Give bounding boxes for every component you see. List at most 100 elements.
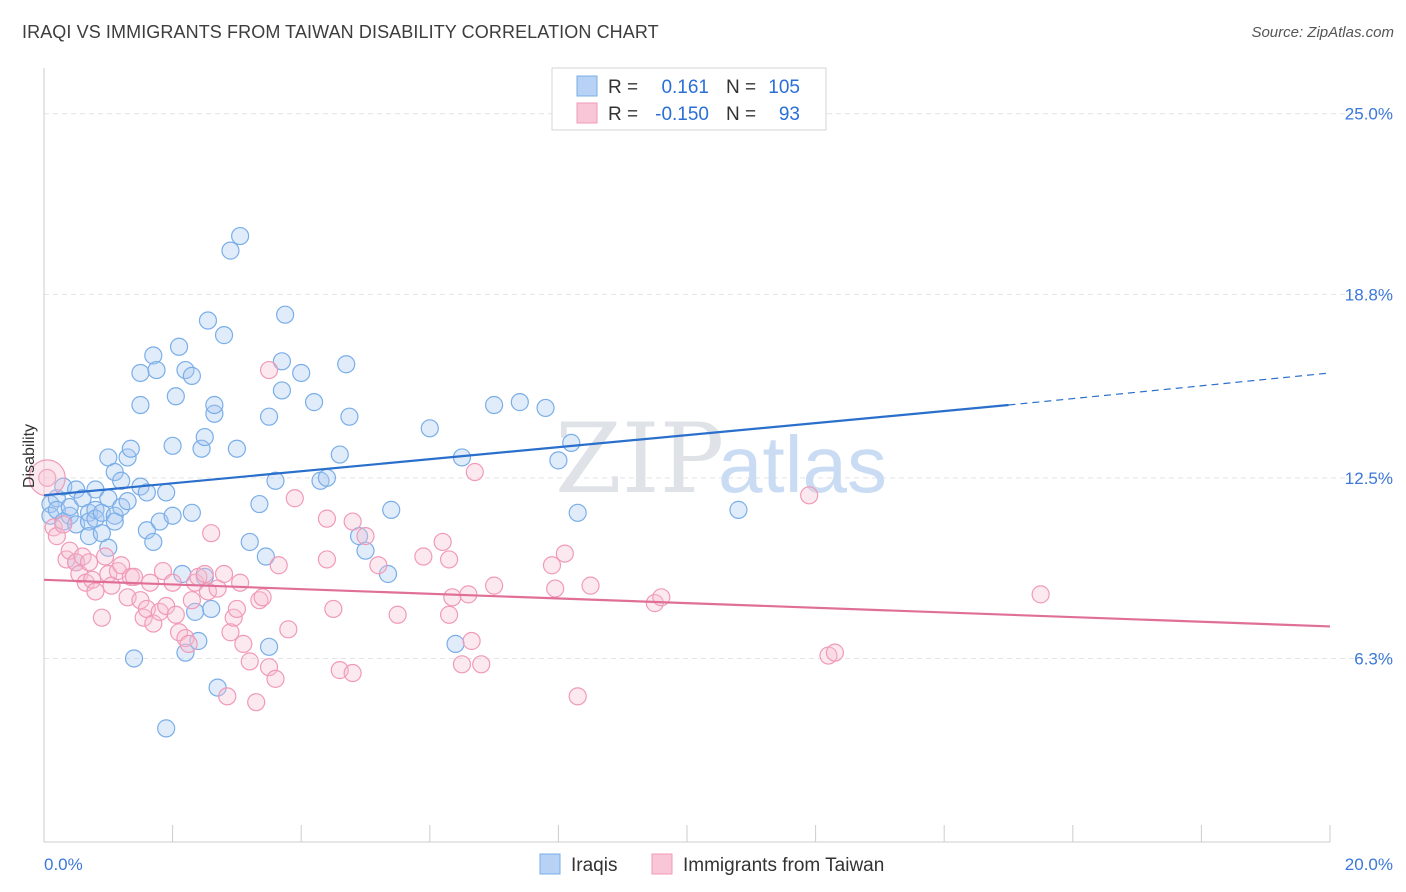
- stats-legend-swatch-iraqis: [576, 75, 598, 97]
- watermark: ZIP atlas: [555, 403, 887, 515]
- point-taiwan: [86, 582, 105, 601]
- point-taiwan: [79, 553, 99, 572]
- point-taiwan: [546, 579, 565, 598]
- point-taiwan: [317, 509, 337, 528]
- point-iraqis: [330, 445, 349, 464]
- point-taiwan: [259, 658, 279, 677]
- point-taiwan: [195, 564, 214, 584]
- point-iraqis: [205, 395, 224, 415]
- point-iraqis: [137, 521, 156, 540]
- stats-legend-n-label-iraqis: N =: [726, 77, 756, 98]
- point-iraqis: [231, 226, 250, 246]
- point-taiwan: [388, 605, 407, 624]
- point-iraqis: [240, 532, 259, 552]
- stats-legend-n-value-taiwan: 93: [779, 104, 800, 125]
- point-iraqis: [166, 387, 185, 406]
- point-taiwan: [452, 655, 472, 674]
- point-taiwan: [124, 567, 144, 586]
- y-tick-label: 6.3%: [1354, 649, 1393, 668]
- x-tick-label: 0.0%: [44, 855, 83, 874]
- point-iraqis: [568, 503, 587, 522]
- point-taiwan: [800, 486, 819, 505]
- point-iraqis: [266, 471, 285, 490]
- point-iraqis: [131, 395, 150, 415]
- trend-line-iraqis: [43, 403, 1009, 497]
- bottom-legend-swatch-iraqis: [539, 853, 561, 875]
- point-iraqis: [182, 366, 201, 385]
- point-taiwan: [285, 489, 304, 508]
- point-iraqis: [485, 395, 504, 415]
- point-taiwan: [218, 687, 237, 706]
- point-taiwan: [153, 561, 173, 581]
- point-taiwan: [231, 573, 250, 592]
- point-taiwan: [266, 669, 285, 688]
- x-tick-label: 20.0%: [1345, 855, 1393, 874]
- stats-legend-r-label-taiwan: R =: [608, 104, 638, 125]
- point-iraqis: [157, 483, 176, 502]
- point-taiwan: [92, 608, 111, 627]
- point-taiwan: [439, 550, 459, 569]
- point-taiwan: [176, 628, 195, 648]
- point-taiwan: [83, 570, 102, 589]
- point-taiwan: [112, 556, 131, 575]
- point-iraqis: [118, 492, 137, 511]
- point-iraqis: [317, 468, 337, 487]
- point-iraqis: [256, 547, 275, 566]
- point-iraqis: [221, 241, 240, 260]
- point-iraqis: [124, 649, 144, 668]
- point-iraqis: [147, 360, 166, 380]
- point-iraqis: [250, 494, 269, 514]
- point-taiwan: [227, 599, 246, 619]
- point-taiwan: [542, 556, 562, 575]
- point-iraqis: [382, 500, 401, 519]
- point-taiwan: [414, 547, 433, 566]
- point-taiwan: [369, 556, 388, 575]
- point-taiwan: [324, 599, 343, 619]
- point-taiwan: [240, 652, 259, 671]
- point-taiwan: [1031, 585, 1050, 604]
- stats-legend-n-label-taiwan: N =: [726, 104, 756, 125]
- point-taiwan: [247, 693, 266, 712]
- point-taiwan: [433, 532, 452, 552]
- point-iraqis: [195, 427, 214, 447]
- point-iraqis: [340, 407, 359, 426]
- point-iraqis: [259, 407, 279, 426]
- point-iraqis: [259, 637, 279, 656]
- bottom-legend: Iraqis Immigrants from Taiwan: [539, 853, 884, 876]
- point-taiwan: [182, 591, 201, 610]
- point-iraqis: [182, 503, 201, 522]
- point-taiwan: [472, 655, 491, 674]
- point-iraqis: [137, 483, 156, 502]
- point-taiwan: [163, 573, 182, 592]
- watermark-zip: ZIP: [555, 403, 724, 515]
- chart-title: IRAQI VS IMMIGRANTS FROM TAIWAN DISABILI…: [22, 22, 659, 42]
- stats-legend-swatch-taiwan: [576, 102, 598, 124]
- point-iraqis: [121, 439, 140, 458]
- axes: [43, 68, 1331, 843]
- point-iraqis: [356, 541, 375, 560]
- point-iraqis: [562, 433, 581, 452]
- point-iraqis: [337, 355, 356, 374]
- y-axis-title: Disability: [21, 424, 38, 488]
- point-taiwan: [269, 556, 288, 575]
- point-taiwan: [343, 512, 362, 531]
- stats-legend-box: [551, 67, 827, 131]
- point-taiwan: [54, 515, 73, 534]
- point-taiwan: [485, 576, 504, 595]
- stats-legend-n-value-iraqis: 105: [768, 77, 800, 98]
- watermark-atlas: atlas: [718, 420, 887, 509]
- point-taiwan: [95, 547, 115, 566]
- point-taiwan: [581, 576, 600, 595]
- point-iraqis: [131, 363, 150, 383]
- point-iraqis: [272, 381, 292, 400]
- point-iraqis: [198, 311, 218, 330]
- point-taiwan: [317, 550, 337, 569]
- point-taiwan: [343, 663, 362, 683]
- point-iraqis: [157, 719, 176, 738]
- point-iraqis: [292, 363, 311, 383]
- point-iraqis: [202, 599, 221, 619]
- point-iraqis: [169, 337, 189, 356]
- point-iraqis: [446, 634, 465, 654]
- point-iraqis: [304, 393, 324, 412]
